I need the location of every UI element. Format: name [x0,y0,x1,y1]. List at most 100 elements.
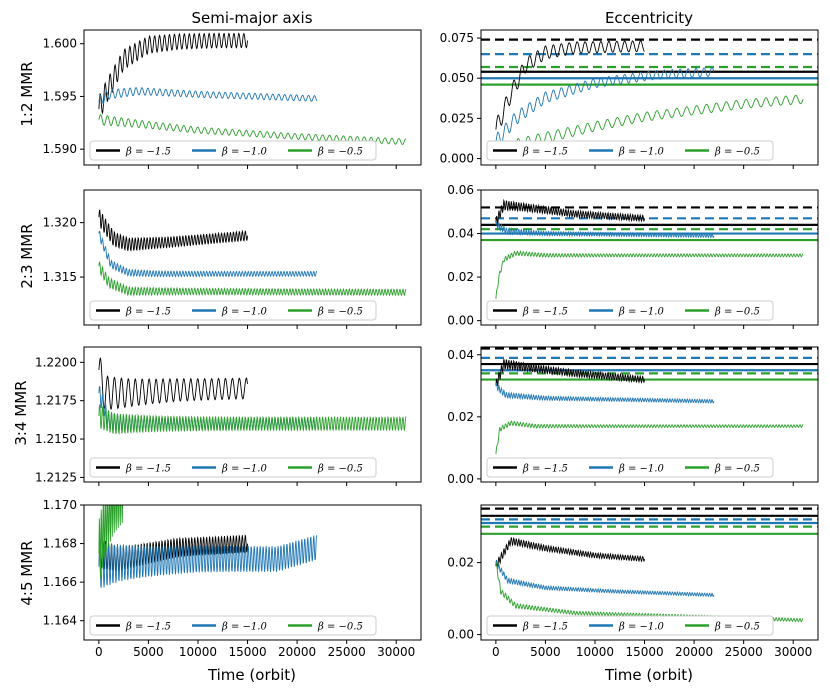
series-line [495,40,645,130]
series-line [495,94,804,160]
y-tick-label: 0.00 [447,628,474,642]
legend-label: β = −0.5 [714,464,760,475]
x-tick-label: 5000 [133,645,164,659]
x-tick-label: 20000 [278,645,316,659]
legend-label: β = −1.5 [125,464,171,475]
x-axis-label-left: Time (orbit) [207,666,296,684]
legend-label: β = −1.0 [618,622,664,633]
legend: β = −1.5 β = −1.0 β = −0.5 [486,300,774,321]
legend-label: β = −1.0 [618,464,664,475]
axes-frame [83,29,422,166]
series-line [495,198,645,224]
panel-2-2: 0.00 0.02 0.04 0.06 β = −1.5 β = −1.0 β = −0.5 [447,183,819,329]
y-tick-label: 1.320 [43,216,77,230]
legend: β = −1.5 β = −1.0 β = −0.5 [89,615,377,636]
y-tick-label: 0.06 [447,183,474,197]
panel-4-1: 0 5000 10000 15000 20000 25000 30000 1.164 1.166… [43,498,422,659]
series-line [495,559,715,598]
plot-area [98,209,407,297]
series-line [495,66,715,144]
legend-label: β = −1.5 [522,307,568,318]
y-tick-label: 0.04 [447,227,474,241]
row-label-4-5: 4:5 MMR [18,540,36,605]
legend-box [89,457,377,478]
plot-area [98,32,407,145]
plot-area [481,38,818,160]
y-tick-label: 1.315 [43,270,77,284]
series-line [98,32,248,115]
plot-area [481,507,818,623]
legend-label: β = −1.0 [221,464,267,475]
y-tick-label: 0.00 [447,314,474,328]
legend-label: β = −1.5 [522,464,568,475]
y-tick-label: 1.2200 [35,355,77,369]
series-line [98,87,318,105]
legend-box [486,300,774,321]
y-tick-label: 1.168 [43,537,77,551]
x-tick-label: 25000 [725,645,763,659]
legend-label: β = −1.0 [221,307,267,318]
legend: β = −1.5 β = −1.0 β = −0.5 [486,615,774,636]
legend-label: β = −1.0 [221,622,267,633]
panel-2-1: 1.315 1.320 β = −1.5 β = −1.0 β = −0.5 [43,189,422,329]
series-line [98,209,248,252]
legend-box [486,457,774,478]
plot-area [98,357,407,435]
legend-box [486,140,774,161]
axes-frame [83,189,422,326]
y-tick-label: 1.595 [43,89,77,103]
series-line [98,114,407,145]
x-axis-label-right: Time (orbit) [604,666,693,684]
legend-label: β = −0.5 [714,307,760,318]
legend-label: β = −0.5 [317,464,363,475]
x-tick-label: 0 [95,645,103,659]
legend: β = −1.5 β = −1.0 β = −0.5 [486,457,774,478]
plot-area [481,347,818,455]
y-tick-label: 0.02 [447,270,474,284]
series-line [98,505,124,578]
y-tick-label: 1.166 [43,575,77,589]
column-title-eccentricity: Eccentricity [605,9,693,27]
axes-frame [480,189,819,326]
axes-frame [480,29,819,166]
plot-area [481,198,818,299]
legend-label: β = −1.5 [125,147,171,158]
plot-area [98,505,318,588]
y-tick-label: 1.590 [43,142,77,156]
x-tick-label: 15000 [625,645,663,659]
axes-frame [83,346,422,483]
panel-3-2: 0.00 0.02 0.04 β = −1.5 β = −1.0 β = −0.5 [447,346,819,486]
legend-label: β = −0.5 [714,147,760,158]
legend-label: β = −1.5 [522,622,568,633]
axes-frame [480,504,819,641]
y-tick-label: 0.04 [447,348,474,362]
x-tick-label: 10000 [179,645,217,659]
y-tick-label: 0.075 [440,31,474,45]
legend-label: β = −1.0 [221,147,267,158]
legend-label: β = −0.5 [714,622,760,633]
x-tick-label: 25000 [328,645,366,659]
y-tick-label: 0.02 [447,556,474,570]
legend-label: β = −1.5 [125,307,171,318]
legend-label: β = −1.5 [522,147,568,158]
legend-label: β = −1.0 [618,307,664,318]
series-line [98,357,248,410]
x-tick-label: 30000 [377,645,415,659]
series-line [98,535,318,588]
legend: β = −1.5 β = −1.0 β = −0.5 [89,140,377,161]
legend-box [89,300,377,321]
series-line [98,260,407,297]
x-tick-label: 5000 [530,645,561,659]
row-label-3-4: 3:4 MMR [12,380,30,445]
legend-box [486,615,774,636]
axes-frame [480,346,819,483]
y-tick-label: 1.2150 [35,432,77,446]
legend: β = −1.5 β = −1.0 β = −0.5 [486,140,774,161]
legend: β = −1.5 β = −1.0 β = −0.5 [89,457,377,478]
row-label-1-2: 1:2 MMR [18,61,36,126]
legend-label: β = −0.5 [317,147,363,158]
x-tick-label: 0 [492,645,500,659]
legend-label: β = −0.5 [317,622,363,633]
